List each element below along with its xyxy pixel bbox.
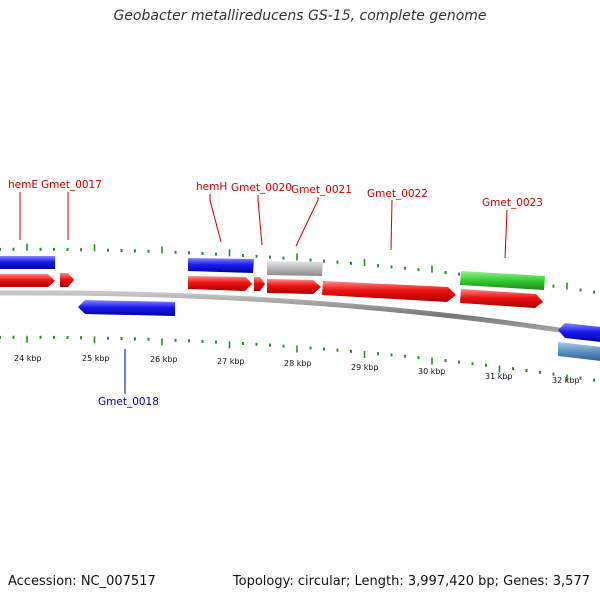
gene-label-hemE[interactable]: hemE: [8, 179, 38, 191]
scale-label: 26 kbp: [150, 355, 178, 364]
gene-feature[interactable]: [460, 271, 545, 290]
leader-Gmet_0021: [295, 197, 319, 247]
gene-label-Gmet_0020[interactable]: Gmet_0020: [231, 182, 292, 194]
gene-feature[interactable]: [322, 281, 456, 302]
gene-label-Gmet_0023[interactable]: Gmet_0023: [482, 197, 543, 209]
leader-Gmet_0023: [504, 209, 508, 259]
gene-feature[interactable]: [188, 258, 254, 273]
gene-label-hemH[interactable]: hemH: [196, 181, 227, 193]
scale-label: 31 kbp: [485, 372, 513, 381]
gene-feature[interactable]: [267, 279, 321, 294]
genome-backbone: [0, 290, 600, 339]
gene-label-Gmet_0021[interactable]: Gmet_0021: [291, 184, 352, 196]
gene-feature[interactable]: [254, 277, 265, 291]
label-leader-lines: [19, 192, 508, 394]
map-title: Geobacter metallireducens GS-15, complet…: [113, 8, 487, 24]
forward-strand-genes: [0, 256, 545, 308]
gene-feature[interactable]: [460, 289, 543, 308]
gene-label-Gmet_0022[interactable]: Gmet_0022: [367, 188, 428, 200]
scale-labels: 24 kbp 25 kbp 26 kbp 27 kbp 28 kbp 29 kb…: [14, 354, 580, 385]
gene-feature[interactable]: [558, 323, 600, 343]
scale-label: 25 kbp: [82, 354, 110, 363]
gene-feature[interactable]: [558, 342, 600, 362]
genome-summary-text: Topology: circular; Length: 3,997,420 bp…: [232, 574, 590, 589]
leader-Gmet_0020: [257, 195, 263, 246]
scale-label: 30 kbp: [418, 367, 446, 376]
reverse-strand-genes: [78, 300, 600, 362]
gene-feature[interactable]: [0, 256, 55, 269]
leader-Gmet_0022: [390, 199, 393, 251]
gene-feature[interactable]: [188, 276, 252, 291]
scale-label: 32 kbp: [552, 376, 580, 385]
scale-label: 24 kbp: [14, 354, 42, 363]
gene-feature[interactable]: [78, 300, 175, 316]
accession-text: Accession: NC_007517: [8, 574, 156, 589]
gene-feature[interactable]: [60, 273, 74, 287]
gene-labels: hemE Gmet_0017 hemH Gmet_0020 Gmet_0021 …: [8, 179, 543, 408]
scale-label: 27 kbp: [217, 357, 245, 366]
gene-label-Gmet_0018[interactable]: Gmet_0018: [98, 396, 159, 408]
scale-label: 29 kbp: [351, 363, 379, 372]
tick-marks-bottom: [0, 335, 595, 382]
gene-label-Gmet_0017[interactable]: Gmet_0017: [41, 179, 102, 191]
gene-feature[interactable]: [267, 261, 323, 276]
scale-label: 28 kbp: [284, 359, 312, 368]
gene-feature[interactable]: [0, 274, 55, 287]
leader-hemH: [209, 194, 222, 243]
